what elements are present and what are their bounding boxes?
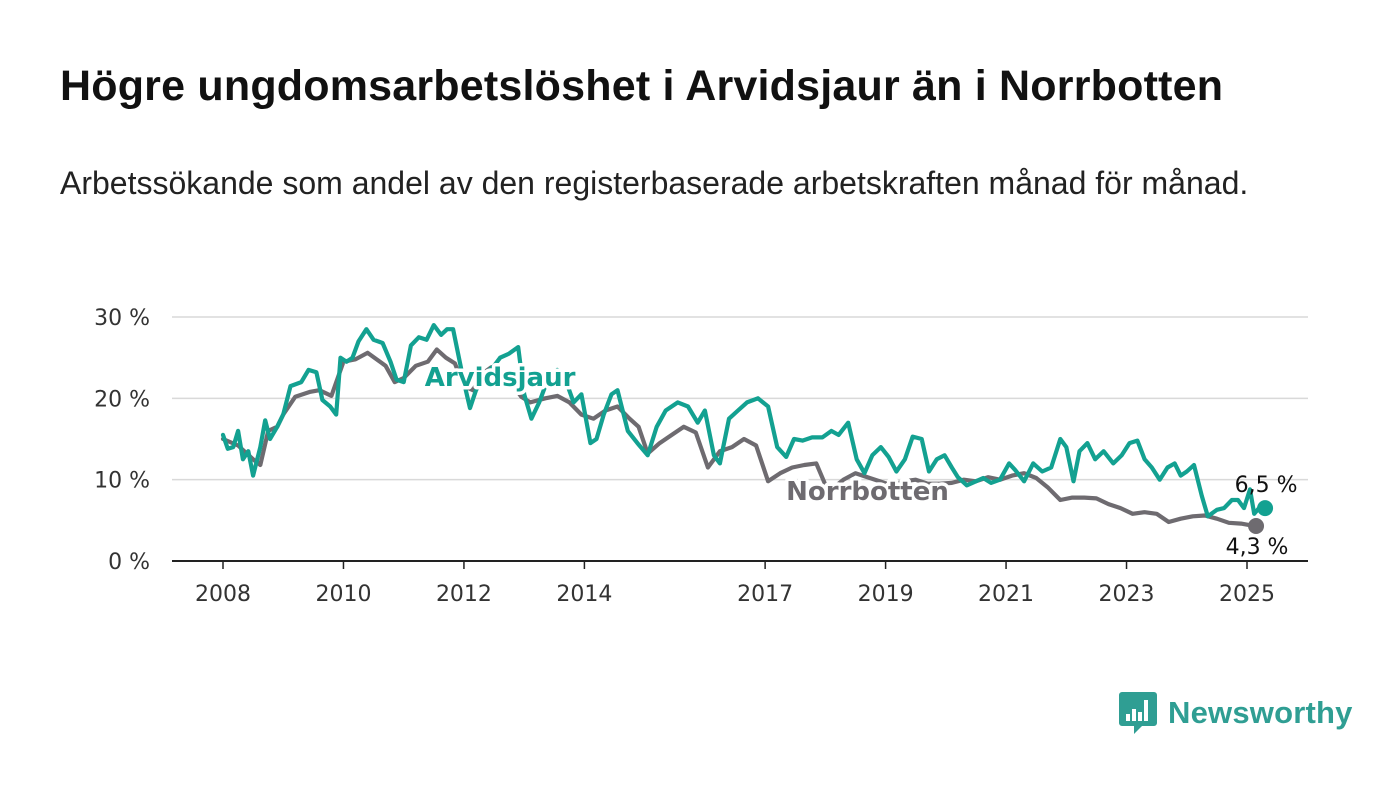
brand-name: Newsworthy <box>1168 695 1353 730</box>
x-tick-label: 2010 <box>315 582 371 607</box>
x-tick-label: 2012 <box>436 582 492 607</box>
series-line-arvidsjaur <box>220 323 1268 519</box>
x-tick-label: 2017 <box>737 582 793 607</box>
y-tick-label: 10 % <box>94 469 150 494</box>
series-lines <box>220 323 1274 535</box>
chart-subtitle: Arbetssökande som andel av den registerb… <box>60 165 1249 201</box>
series-label-norrbotten: Norrbotten <box>786 477 949 507</box>
y-tick-label: 20 % <box>94 387 150 412</box>
x-tick-label: 2019 <box>858 582 914 607</box>
y-axis: 0 % 10 % 20 % 30 % <box>94 306 150 575</box>
series-label-arvidsjaur: Arvidsjaur <box>425 363 576 393</box>
x-tick-label: 2023 <box>1099 582 1155 607</box>
grid-lines <box>172 316 1308 562</box>
x-tick-label: 2021 <box>978 582 1034 607</box>
series-label-halo-norrbotten: Norrbotten <box>786 477 949 507</box>
x-tick-label: 2025 <box>1219 582 1275 607</box>
series-label-halo-arvidsjaur: Arvidsjaur <box>425 363 576 393</box>
x-axis: 2008 2010 2012 2014 2017 2019 2021 2023 2025 <box>195 561 1275 607</box>
y-tick-label: 0 % <box>108 550 150 575</box>
end-point-arvidsjaur <box>1257 500 1274 517</box>
x-tick-label: 2008 <box>195 582 251 607</box>
x-tick-label: 2014 <box>556 582 612 607</box>
series-line-norrbotten <box>220 347 1259 529</box>
newsworthy-logo[interactable]: Newsworthy <box>1118 690 1353 736</box>
y-tick-label: 30 % <box>94 306 150 331</box>
series-labels: 4,3 %6,5 %ArvidsjaurArvidsjaurNorrbotten… <box>421 360 1298 560</box>
chart-title: Högre ungdomsarbetslöshet i Arvidsjaur ä… <box>60 62 1224 110</box>
end-value-label-norrbotten: 4,3 % <box>1226 535 1289 560</box>
end-value-label-arvidsjaur: 6,5 % <box>1235 473 1298 498</box>
end-point-norrbotten <box>1248 518 1265 535</box>
bar-chart-speech-bubble-icon <box>1119 692 1157 734</box>
